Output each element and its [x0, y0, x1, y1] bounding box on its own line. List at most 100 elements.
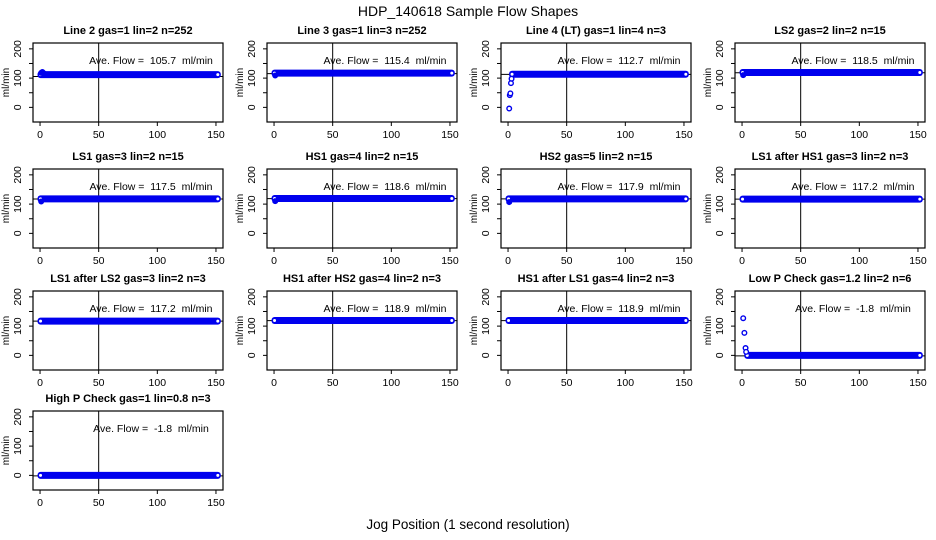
band-start-cap: [741, 197, 745, 201]
subplot-title: LS2 gas=2 lin=2 n=15: [774, 25, 886, 37]
flow-band: [271, 195, 455, 203]
y-tick-label: 100: [714, 69, 726, 87]
subplot-svg: LS2 gas=2 lin=2 n=15 0 50 100 150 0 100 200ml/m…: [703, 25, 927, 141]
y-tick-label: 200: [12, 166, 24, 184]
y-tick-label: 0: [12, 472, 24, 478]
flow-band: [37, 71, 221, 79]
subplot-cell-8: LS1 after LS2 gas=3 lin=2 n=3 0 50 100 150 0 1…: [0, 268, 234, 394]
band-end-cap: [684, 319, 688, 323]
subplot-svg: LS1 after LS2 gas=3 lin=2 n=3 0 50 100 150 0 1…: [1, 273, 225, 389]
x-tick-label: 0: [271, 255, 277, 267]
plot-box: [500, 42, 692, 123]
flow-band: [505, 317, 689, 325]
x-tick-label: 150: [207, 255, 225, 267]
y-tick-label: 100: [12, 317, 24, 335]
band-end-cap: [216, 197, 220, 201]
plot-box: [734, 168, 926, 249]
x-tick-label: 0: [37, 129, 43, 141]
x-tick-label: 100: [149, 129, 167, 141]
plot-box: [266, 42, 458, 123]
x-tick-label: 0: [739, 377, 745, 389]
subplot-svg: Line 3 gas=1 lin=3 n=252 0 50 100 150 0 100 200…: [235, 25, 459, 141]
x-tick-label: 100: [383, 129, 401, 141]
subplot-cell-10: HS1 after LS1 gas=4 lin=2 n=3 0 50 100 150 0 1…: [468, 268, 702, 394]
x-tick-label: 0: [739, 255, 745, 267]
x-tick-label: 50: [93, 255, 105, 267]
x-tick-label: 50: [561, 377, 573, 389]
subplot-cell-3: LS2 gas=2 lin=2 n=15 0 50 100 150 0 100 200 ml/m…: [702, 20, 936, 146]
y-axis-unit-label: ml/min: [469, 316, 480, 345]
x-tick-label: 150: [441, 377, 459, 389]
band-end-cap: [450, 319, 454, 323]
plot-box: [734, 42, 926, 123]
y-axis-unit-label: ml/min: [703, 194, 714, 223]
y-tick-label: 100: [12, 69, 24, 87]
y-tick-label: 100: [480, 69, 492, 87]
y-tick-label: 100: [246, 195, 258, 213]
x-tick-label: 100: [617, 129, 635, 141]
x-tick-label: 0: [271, 129, 277, 141]
y-tick-label: 0: [480, 352, 492, 358]
x-tick-label: 150: [675, 255, 693, 267]
transient-point: [506, 199, 513, 206]
band-end-cap: [918, 71, 922, 75]
transient-point: [741, 329, 748, 336]
y-tick-label: 0: [714, 352, 726, 358]
y-tick-label: 200: [246, 288, 258, 306]
subplot-svg: Line 2 gas=1 lin=2 n=252 0 50 100 150 0 100 200…: [1, 25, 225, 141]
flow-band: [271, 317, 455, 325]
subplot-title: Line 2 gas=1 lin=2 n=252: [63, 25, 192, 37]
transient-point: [508, 75, 515, 82]
subplot-svg: LS1 gas=3 lin=2 n=15 0 50 100 150 0 100 200ml/m…: [1, 151, 225, 267]
subplot-title: High P Check gas=1 lin=0.8 n=3: [45, 393, 210, 405]
subplot-cell-4: LS1 gas=3 lin=2 n=15 0 50 100 150 0 100 200 ml/m…: [0, 146, 234, 272]
y-tick-label: 200: [246, 40, 258, 58]
y-axis-unit-label: ml/min: [1, 436, 12, 465]
subplot-svg: LS1 after HS1 gas=3 lin=2 n=3 0 50 100 150 0 1…: [703, 151, 927, 267]
subplot-cell-5: HS1 gas=4 lin=2 n=15 0 50 100 150 0 100 200 ml/m…: [234, 146, 468, 272]
flow-band: [37, 195, 221, 203]
subplot-cell-12: High P Check gas=1 lin=0.8 n=3 0 50 100 150 0…: [0, 388, 234, 514]
x-tick-label: 50: [561, 129, 573, 141]
avg-flow-label: Ave. Flow = 105.7 ml/min: [89, 55, 213, 67]
transient-point: [507, 90, 514, 97]
y-tick-label: 0: [246, 104, 258, 110]
flow-band: [744, 351, 923, 359]
x-tick-label: 150: [909, 129, 927, 141]
subplot-title: HS2 gas=5 lin=2 n=15: [540, 151, 653, 163]
y-tick-label: 100: [714, 195, 726, 213]
y-tick-label: 200: [12, 288, 24, 306]
band-start-cap: [39, 319, 43, 323]
band-end-cap: [918, 353, 922, 357]
plot-box: [500, 168, 692, 249]
x-tick-label: 150: [207, 497, 225, 509]
x-tick-label: 100: [149, 377, 167, 389]
y-axis-unit-label: ml/min: [235, 68, 246, 97]
subplot-svg: HS2 gas=5 lin=2 n=15 0 50 100 150 0 100 200ml/m…: [469, 151, 693, 267]
x-tick-label: 0: [739, 129, 745, 141]
x-tick-label: 0: [271, 377, 277, 389]
y-axis-unit-label: ml/min: [703, 316, 714, 345]
x-tick-label: 100: [383, 255, 401, 267]
y-axis-unit-label: ml/min: [703, 68, 714, 97]
flow-band: [739, 195, 923, 203]
flow-band: [739, 69, 923, 77]
avg-flow-label: Ave. Flow = 118.6 ml/min: [323, 181, 446, 193]
y-axis-unit-label: ml/min: [235, 316, 246, 345]
subplot-cell-11: Low P Check gas=1.2 lin=2 n=6 0 50 100 150 0 1…: [702, 268, 936, 394]
y-tick-label: 0: [12, 352, 24, 358]
y-axis-unit-label: ml/min: [1, 68, 12, 97]
x-tick-label: 50: [93, 497, 105, 509]
y-tick-label: 200: [480, 166, 492, 184]
x-tick-label: 0: [505, 255, 511, 267]
subplot-title: Low P Check gas=1.2 lin=2 n=6: [749, 273, 912, 285]
y-tick-label: 200: [714, 288, 726, 306]
y-tick-label: 100: [714, 317, 726, 335]
band-start-cap: [39, 473, 43, 477]
transient-point: [40, 70, 47, 77]
avg-flow-label: Ave. Flow = 117.9 ml/min: [557, 181, 680, 193]
band-end-cap: [684, 72, 688, 76]
x-tick-label: 150: [441, 129, 459, 141]
avg-flow-label: Ave. Flow = -1.8 ml/min: [93, 423, 209, 435]
